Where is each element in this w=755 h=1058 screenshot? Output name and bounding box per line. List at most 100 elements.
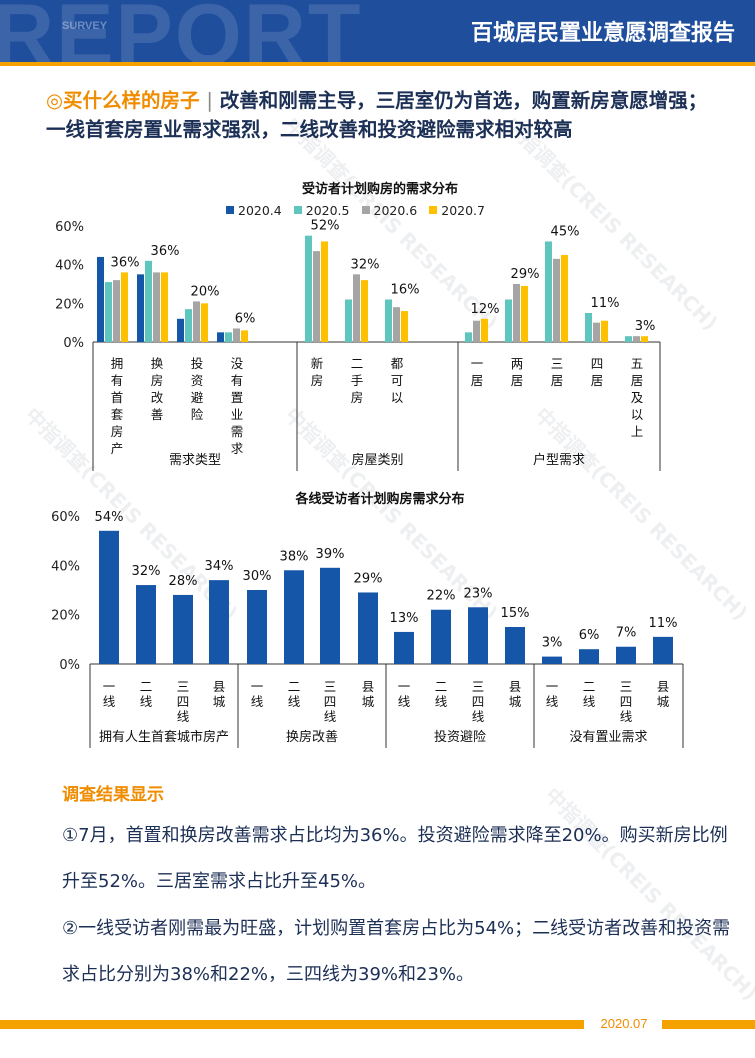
chart2-category-label: 二线 xyxy=(288,679,301,709)
chart1-data-label: 20% xyxy=(191,284,220,299)
chart1-category-label: 换房改善 xyxy=(151,356,164,422)
chart2-data-label: 22% xyxy=(427,589,456,604)
chart1-data-label: 29% xyxy=(511,267,540,282)
chart2-category-label: 一线 xyxy=(251,679,264,709)
chart2-bar xyxy=(173,594,193,664)
chart1-data-label: 36% xyxy=(151,244,180,259)
chart1-bar xyxy=(305,235,312,342)
chart1-category-label: 投资避险 xyxy=(191,356,204,422)
chart1-bar xyxy=(321,241,328,342)
chart1-bar xyxy=(201,303,208,342)
footer-bar-left xyxy=(0,1020,584,1029)
legend-swatch xyxy=(293,206,302,214)
chart2-group-label: 投资避险 xyxy=(434,729,486,745)
chart1-bar xyxy=(233,328,240,342)
chart1-bar xyxy=(361,280,368,342)
chart1-group-label: 需求类型 xyxy=(169,453,221,468)
chart1-bar xyxy=(161,272,168,342)
chart2-title: 各线受访者计划购房需求分布 xyxy=(295,492,465,507)
report-title: 百城居民置业意愿调查报告 xyxy=(470,21,735,46)
legend-swatch xyxy=(226,206,234,214)
chart1-data-label: 52% xyxy=(311,219,340,234)
chart1-bar xyxy=(641,336,648,342)
chart1-data-label: 12% xyxy=(471,302,500,317)
chart1-bar xyxy=(465,332,472,342)
chart2-data-label: 28% xyxy=(169,574,198,589)
chart1-category-label: 五居及以上 xyxy=(631,356,644,439)
chart1-bar xyxy=(393,307,400,342)
chart2-data-label: 30% xyxy=(243,569,272,584)
chart2-bar xyxy=(616,646,636,664)
chart2-data-label: 29% xyxy=(354,571,383,586)
chart2-data-label: 54% xyxy=(95,510,124,525)
chart1-y-tick: 0% xyxy=(63,336,84,351)
chart1-category-label: 一居 xyxy=(471,356,484,388)
chart1-category-label: 新房 xyxy=(311,356,324,388)
chart1-category-label: 二手房 xyxy=(351,356,364,405)
legend-swatch xyxy=(429,206,438,214)
chart1-data-label: 32% xyxy=(351,257,380,272)
chart1-category-label: 四居 xyxy=(591,356,604,388)
chart1-plot: 60% 40% 20% 0% 36% 36% 20% 6% 52% 32% 16% 12% 29% 45%… xyxy=(55,219,661,471)
chart1-bar xyxy=(521,285,528,342)
chart2-data-label: 13% xyxy=(390,611,419,626)
chart1-bar xyxy=(553,258,560,342)
chart2-group-label: 换房改善 xyxy=(286,729,338,745)
chart2-y-tick: 0% xyxy=(59,658,80,673)
chart1-category-label: 都可以 xyxy=(391,356,404,405)
chart1-data-label: 16% xyxy=(391,282,420,297)
legend-label: 2020.6 xyxy=(373,202,418,218)
chart2-category-label: 二线 xyxy=(583,679,596,709)
chart1-bar xyxy=(481,318,488,342)
chart1-bar xyxy=(153,272,160,342)
legend-swatch xyxy=(361,206,370,214)
header-divider xyxy=(0,62,755,66)
chart2-data-label: 34% xyxy=(205,559,234,574)
chart1-y-tick: 40% xyxy=(55,259,84,274)
chart2-bar xyxy=(320,567,340,664)
chart1-bar xyxy=(105,282,112,342)
legend-item: 2020.5 xyxy=(293,202,350,218)
headline-bullet: ◎ xyxy=(46,89,64,112)
chart1-data-label: 3% xyxy=(635,319,656,334)
chart1-bar xyxy=(593,322,600,342)
chart1-bar xyxy=(313,251,320,342)
chart2-bar xyxy=(653,636,673,664)
footer-bar-right xyxy=(662,1020,755,1029)
chart2-data-label: 38% xyxy=(280,549,309,564)
chart2-data-label: 3% xyxy=(542,636,563,651)
headline-text: 改善和刚需主导，三居室仍为首选，购置新房意愿增强；一线首套房置业需求强烈，二线改… xyxy=(46,89,708,141)
chart2-y-tick: 40% xyxy=(51,559,80,574)
chart1-bar xyxy=(193,301,200,342)
chart2-data-label: 39% xyxy=(316,547,345,562)
chart1-bar xyxy=(225,332,232,342)
chart2-category-label: 二线 xyxy=(140,679,153,709)
chart1-bar xyxy=(177,318,184,342)
finding-paragraph-2: ②一线受访者刚需最为旺盛，计划购置首套房占比为54%；二线受访者改善和投资需求占… xyxy=(62,918,731,985)
chart2-data-label: 32% xyxy=(132,564,161,579)
chart1-bar xyxy=(561,255,568,342)
chart2-category-label: 三四线 xyxy=(620,679,633,724)
chart2-group-label: 没有置业需求 xyxy=(569,730,647,745)
chart1-bar xyxy=(505,299,512,342)
chart2-bar xyxy=(579,649,599,664)
chart1-bar xyxy=(401,311,408,342)
legend-label: 2020.5 xyxy=(305,202,350,218)
chart1-bar xyxy=(185,309,192,342)
legend-item: 2020.7 xyxy=(429,203,485,218)
chart1-bar xyxy=(217,332,224,342)
chart1-data-label: 11% xyxy=(591,296,620,311)
chart2-category-label: 三四线 xyxy=(177,679,190,724)
chart2-bar xyxy=(247,590,267,664)
chart1-bar xyxy=(625,336,632,342)
headline-topic: 买什么样的房子 xyxy=(63,89,200,112)
chart2-data-label: 15% xyxy=(501,606,530,621)
chart1-bar xyxy=(121,272,128,342)
chart1-bar xyxy=(633,336,640,342)
legend-label: 2020.4 xyxy=(238,202,282,218)
chart2-category-label: 三四线 xyxy=(324,679,337,724)
chart2-category-label: 一线 xyxy=(103,679,116,709)
chart2-data-label: 11% xyxy=(649,616,678,631)
chart1-bar xyxy=(601,320,608,342)
chart1-group-label: 房屋类别 xyxy=(351,452,403,468)
